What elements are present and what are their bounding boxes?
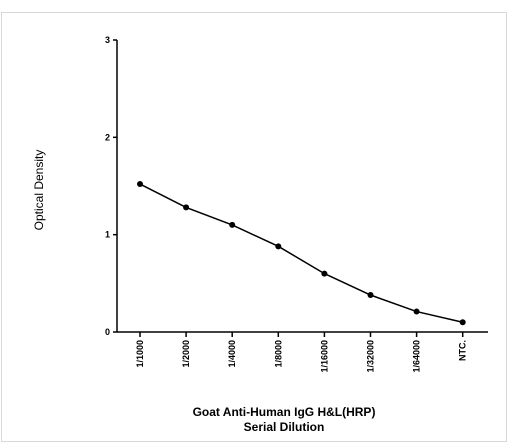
data-point (459, 319, 466, 326)
x-ticks: 1/1000 1/2000 1/4000 1/8000 1/16000 1/32000 1/… (135, 332, 468, 373)
x-tick-label: 1/16000 (319, 340, 329, 373)
x-tick-label: 1/1000 (135, 340, 145, 368)
data-point (275, 243, 282, 250)
axes (116, 40, 488, 333)
y-tick-label: 1 (105, 230, 110, 240)
series-line (139, 183, 463, 323)
x-tick-label: NTC. (458, 340, 468, 361)
y-axis-title: Optical Density (32, 150, 46, 231)
y-tick-label: 2 (105, 132, 110, 142)
x-tick-label: 1/4000 (227, 340, 237, 368)
data-point (137, 181, 143, 188)
data-point (367, 292, 374, 299)
data-point (229, 221, 236, 228)
y-tick-label: 3 (105, 35, 110, 45)
data-point (413, 308, 420, 315)
data-point (321, 270, 328, 277)
x-axis-title-line-1: Goat Anti-Human IgG H&L(HRP) (193, 405, 376, 419)
y-ticks: 0 1 2 3 (105, 35, 117, 337)
chart-frame (1, 12, 507, 442)
x-tick-label: 1/32000 (366, 340, 376, 373)
x-tick-label: 1/2000 (181, 340, 191, 368)
y-tick-label: 0 (105, 327, 110, 337)
series (137, 181, 466, 326)
data-point (183, 204, 190, 211)
x-axis-title-line-2: Serial Dilution (244, 420, 325, 434)
x-tick-label: 1/64000 (412, 340, 422, 373)
x-tick-label: 1/8000 (273, 340, 283, 368)
